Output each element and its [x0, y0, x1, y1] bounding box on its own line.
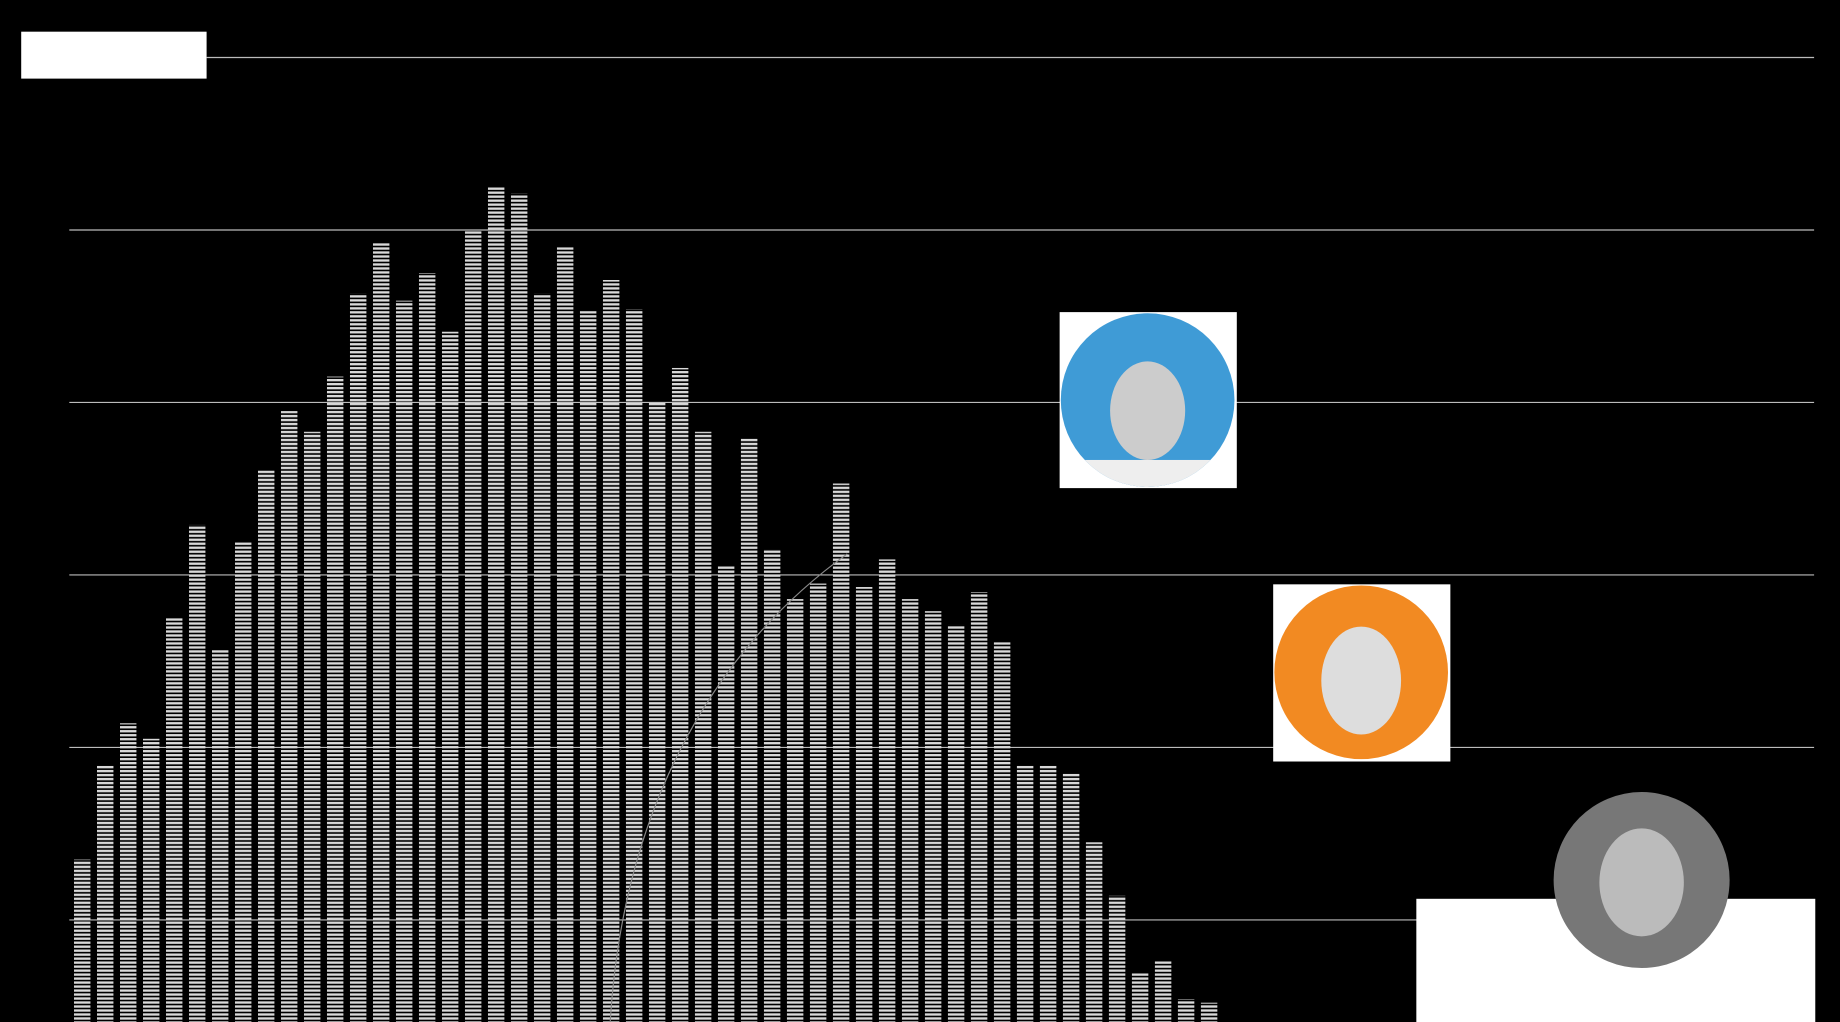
bar — [510, 193, 528, 1022]
portrait — [1321, 626, 1402, 735]
bar — [970, 592, 988, 1022]
bar — [1131, 973, 1149, 1022]
bar — [395, 300, 413, 1022]
bar — [418, 273, 436, 1022]
bar — [372, 242, 390, 1022]
bar — [165, 618, 183, 1022]
bar — [280, 411, 298, 1022]
bar — [74, 859, 91, 1022]
bar — [947, 624, 965, 1022]
bar — [1177, 999, 1195, 1022]
bar — [533, 293, 551, 1022]
bar — [211, 649, 229, 1022]
bar — [1016, 764, 1034, 1022]
bar — [763, 549, 781, 1022]
bar — [188, 524, 206, 1022]
bar — [464, 229, 482, 1022]
label-box — [21, 31, 207, 79]
bar — [1062, 773, 1080, 1022]
bar — [120, 723, 137, 1022]
bar — [349, 293, 367, 1022]
bar — [487, 186, 505, 1022]
bar — [855, 587, 873, 1022]
bar — [832, 483, 850, 1022]
bars — [74, 186, 1218, 1022]
bar — [441, 331, 459, 1022]
bar — [625, 309, 643, 1022]
bar — [326, 376, 344, 1022]
bar — [1108, 895, 1126, 1022]
bar — [556, 247, 574, 1022]
bar — [257, 469, 275, 1022]
bar — [579, 311, 597, 1022]
bar — [924, 611, 942, 1022]
annotation-line — [609, 553, 848, 1022]
bar — [809, 583, 827, 1022]
bar — [1039, 764, 1057, 1022]
bar — [648, 402, 666, 1022]
bar — [602, 279, 620, 1022]
portrait — [1599, 828, 1684, 937]
portrait — [1079, 361, 1216, 487]
bar — [1154, 961, 1172, 1022]
bar — [786, 599, 804, 1022]
bar — [1085, 842, 1103, 1022]
bar — [234, 542, 252, 1022]
bar — [993, 642, 1011, 1022]
bar — [97, 764, 114, 1022]
bar — [878, 559, 896, 1022]
bar — [717, 566, 735, 1022]
bar — [740, 438, 758, 1022]
bar — [901, 599, 919, 1022]
bar — [694, 431, 712, 1022]
bar — [1200, 1002, 1218, 1022]
bar — [671, 367, 689, 1022]
bar — [142, 738, 160, 1022]
bar — [303, 431, 321, 1022]
